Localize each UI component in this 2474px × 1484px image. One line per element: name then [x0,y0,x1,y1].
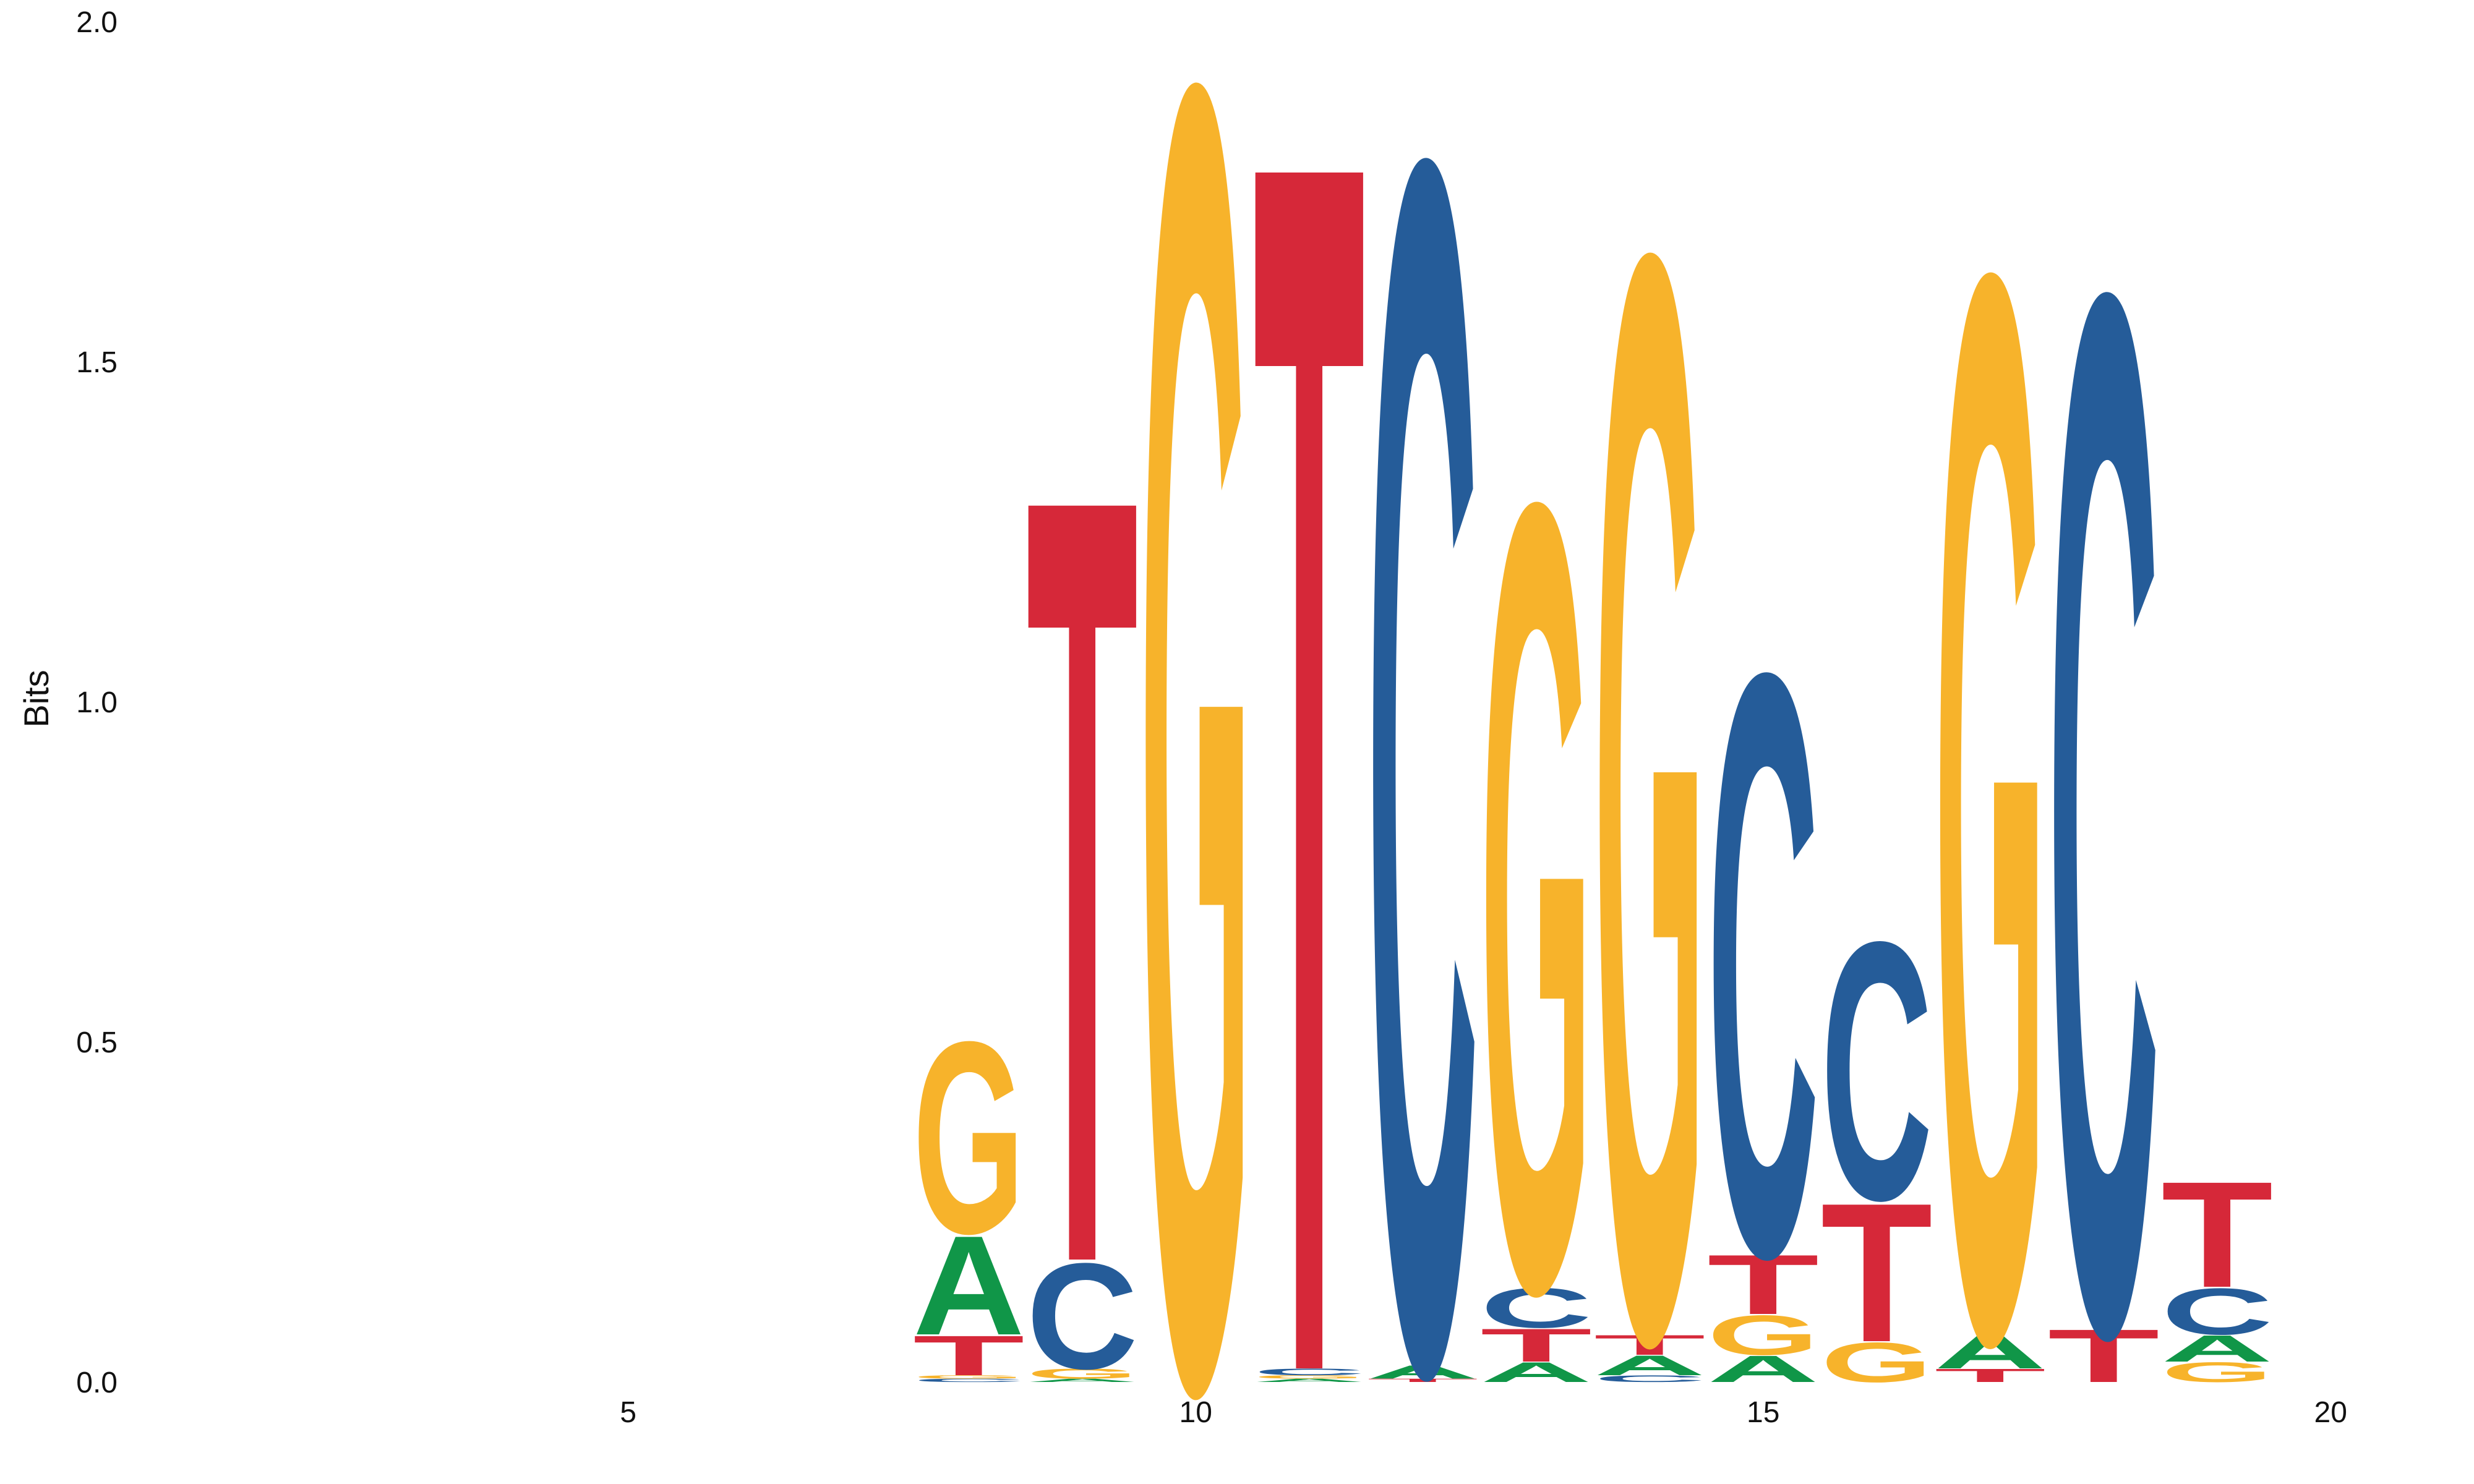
logo-letter-G: G [1480,270,1592,1484]
y-tick-label: 0.5 [76,1026,118,1059]
logo-letter-A: A [1934,1326,2046,1378]
x-tick-label: 5 [620,1396,636,1429]
logo-letter-T: T [1594,1329,1706,1360]
logo-letter-C: C [1707,500,1819,1429]
logo-letter-G: G [1140,0,1252,1484]
y-axis-ticks: 0.0 0.5 1.0 1.5 2.0 [76,6,118,1399]
logo-letter-G: G [913,984,1025,1290]
logo-letter-C: C [1821,864,1933,1276]
logo-letter-T: T [1367,1378,1479,1383]
logo-letter-T: T [1480,1319,1592,1372]
logo-letter-T: T [1026,268,1138,1484]
logo-letter-T: T [2161,1149,2273,1319]
logo-letter-A: A [1594,1350,1706,1381]
logo-letter-G: G [1934,0,2046,1484]
logo-letter-A: A [913,1206,1025,1365]
logo-letter-A: A [1480,1357,1592,1388]
logo-letter-C: C [1026,1232,1138,1401]
logo-letter-C: C [1367,0,1479,1484]
x-tick-label: 10 [1179,1396,1212,1429]
logo-letter-G: G [913,1375,1025,1380]
logo-letter-T: T [1821,1162,1933,1384]
logo-letter-T: T [913,1324,1025,1388]
y-axis-title: Bits [17,670,56,727]
y-tick-label: 0.0 [76,1367,118,1399]
logo-letter-C: C [1253,1367,1365,1377]
logo-letter-G: G [2161,1357,2273,1388]
logo-letter-A: A [1367,1362,1479,1383]
logo-letter-A: A [1707,1348,1819,1390]
logo-letter-C: C [2048,0,2160,1484]
logo-letter-A: A [1253,1378,1365,1383]
logo-letter-T: T [1934,1365,2046,1386]
logo-letter-A: A [2161,1328,2273,1370]
logo-letter-C: C [1594,1373,1706,1384]
x-axis-ticks: 5 10 15 20 [620,1396,2347,1429]
x-tick-label: 15 [1747,1396,1779,1429]
y-tick-label: 1.0 [76,686,118,719]
logo-letter-C: C [913,1378,1025,1383]
logo-letter-G: G [1707,1303,1819,1367]
y-tick-label: 1.5 [76,346,118,379]
logo-letter-T: T [2048,1313,2160,1398]
logo-letter-G: G [1253,1375,1365,1380]
logo-letter-A: A [1026,1378,1138,1383]
logo-letter-C: C [1480,1276,1592,1340]
x-tick-label: 20 [2314,1396,2347,1429]
logo-letter-T: T [1707,1237,1819,1332]
y-tick-label: 2.0 [76,6,118,39]
logo-letter-G: G [1026,1366,1138,1382]
logo-letter-G: G [1594,0,1706,1484]
logo-letter-G: G [1821,1331,1933,1394]
logo-letter-T: T [1253,0,1365,1484]
logo-letter-C: C [2161,1274,2273,1348]
